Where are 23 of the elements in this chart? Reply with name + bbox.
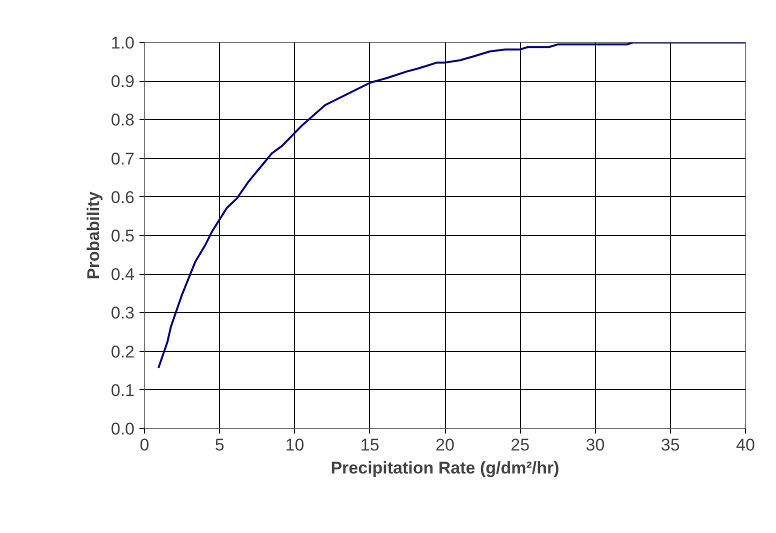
y-tick-label: 0.5 (110, 226, 135, 246)
x-tick-label: 15 (360, 436, 380, 454)
x-tick-label: 35 (660, 436, 680, 454)
y-tick-label: 0.4 (110, 265, 135, 284)
y-tick-label: 0.3 (110, 304, 135, 323)
x-tick-label: 5 (214, 436, 224, 454)
x-tick-label: 10 (285, 436, 304, 454)
x-axis-title: Precipitation Rate (g/dm²/hr) (330, 458, 560, 478)
y-tick-label: 0.6 (110, 188, 135, 207)
x-tick-label: 30 (586, 436, 605, 454)
x-tick-label: 20 (436, 436, 454, 454)
y-tick-label: 0.0 (110, 420, 135, 438)
y-tick-label: 0.7 (110, 149, 135, 168)
line-series (157, 42, 746, 369)
x-tick-label: 25 (510, 436, 530, 454)
y-tick-label: 0.1 (110, 380, 135, 400)
y-tick-label: 0.2 (110, 342, 135, 362)
y-tick-label: 0.9 (110, 72, 135, 92)
y-tick-label: 0.8 (110, 110, 135, 130)
x-tick-label: 40 (736, 436, 755, 454)
x-tick-label: 0 (140, 436, 150, 454)
y-tick-label: 1.0 (110, 34, 135, 52)
y-axis-title: Probability (84, 191, 103, 280)
